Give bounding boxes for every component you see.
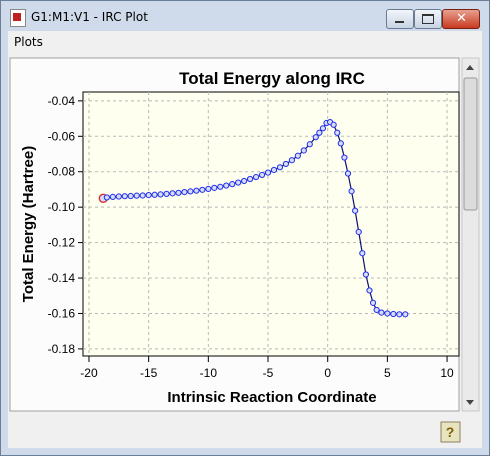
chart-title: Total Energy along IRC (179, 69, 365, 88)
data-point (187, 188, 194, 195)
minimize-button[interactable] (386, 9, 414, 29)
data-point (319, 125, 327, 132)
data-point (229, 181, 236, 188)
data-point (355, 228, 362, 236)
data-point (359, 250, 366, 257)
data-point (348, 188, 355, 195)
data-point (133, 192, 140, 199)
data-point (205, 185, 212, 193)
data-point (163, 190, 170, 197)
menu-bar: Plots (8, 31, 482, 53)
data-point (369, 299, 377, 306)
y-tick-label: -0.16 (48, 306, 76, 320)
data-point (344, 170, 352, 177)
scroll-thumb[interactable] (463, 77, 478, 211)
plot-area (82, 91, 460, 357)
data-point (288, 157, 295, 164)
data-point (334, 129, 341, 136)
data-point (241, 177, 248, 185)
data-point (199, 186, 206, 193)
data-point (378, 309, 385, 316)
data-point (373, 306, 380, 314)
window-title: G1:M1:V1 - IRC Plot (31, 10, 148, 24)
x-tick-label: 0 (324, 366, 331, 380)
data-point (175, 189, 182, 196)
x-tick-label: -15 (140, 366, 158, 380)
data-point (384, 310, 391, 317)
x-tick-label: -10 (200, 366, 218, 380)
data-point (109, 193, 116, 200)
menu-item[interactable]: Plots (14, 35, 43, 49)
data-point (294, 152, 301, 159)
data-point (362, 271, 369, 278)
data-point (330, 121, 337, 128)
y-axis-label: Total Energy (Hartree) (20, 146, 37, 302)
y-tick-label: -0.14 (48, 271, 76, 285)
data-point (145, 192, 152, 199)
data-point (264, 169, 272, 176)
data-point (312, 134, 319, 141)
x-tick-label: 10 (440, 366, 454, 380)
data-point (300, 147, 307, 154)
data-point (306, 141, 313, 148)
data-point (127, 192, 134, 200)
data-point (396, 311, 403, 318)
help-icon: ? (446, 424, 455, 440)
data-point (169, 190, 176, 197)
x-tick-label: 5 (384, 366, 391, 380)
maximize-button[interactable] (414, 9, 442, 29)
data-point (390, 310, 397, 318)
app-icon (10, 9, 26, 27)
data-point (270, 166, 278, 174)
y-tick-label: -0.04 (48, 94, 76, 108)
y-tick-label: -0.10 (48, 200, 76, 214)
data-point (121, 193, 128, 200)
x-tick-label: -5 (263, 366, 274, 380)
x-axis-label: Intrinsic Reaction Coordinate (167, 389, 376, 406)
data-point (258, 171, 266, 179)
data-point (366, 287, 373, 294)
data-point (103, 194, 110, 201)
x-tick-label: -20 (80, 366, 98, 380)
data-point (181, 189, 188, 196)
title-bar: G1:M1:V1 - IRC Plot ✕ (1, 1, 489, 31)
data-point (402, 311, 409, 318)
data-point (282, 160, 290, 168)
data-point (139, 192, 146, 199)
data-point (115, 193, 122, 200)
y-tick-label: -0.08 (48, 165, 76, 179)
help-button[interactable] (440, 421, 461, 443)
data-point (337, 140, 344, 147)
data-point (316, 129, 323, 136)
data-point (217, 183, 224, 190)
data-point (223, 182, 230, 189)
data-point (211, 184, 218, 191)
y-tick-label: -0.06 (48, 129, 76, 143)
data-point (276, 164, 284, 171)
data-point (247, 175, 254, 183)
data-point (235, 179, 242, 186)
data-point (341, 154, 348, 161)
y-tick-label: -0.18 (48, 342, 76, 356)
data-point (352, 207, 359, 214)
data-point (151, 191, 158, 198)
scroll-down[interactable] (466, 400, 474, 405)
data-point (193, 187, 200, 194)
close-button[interactable]: ✕ (442, 9, 480, 29)
data-point (252, 173, 260, 181)
data-point (157, 191, 164, 198)
scroll-up[interactable] (466, 65, 474, 70)
y-tick-label: -0.12 (48, 236, 76, 250)
